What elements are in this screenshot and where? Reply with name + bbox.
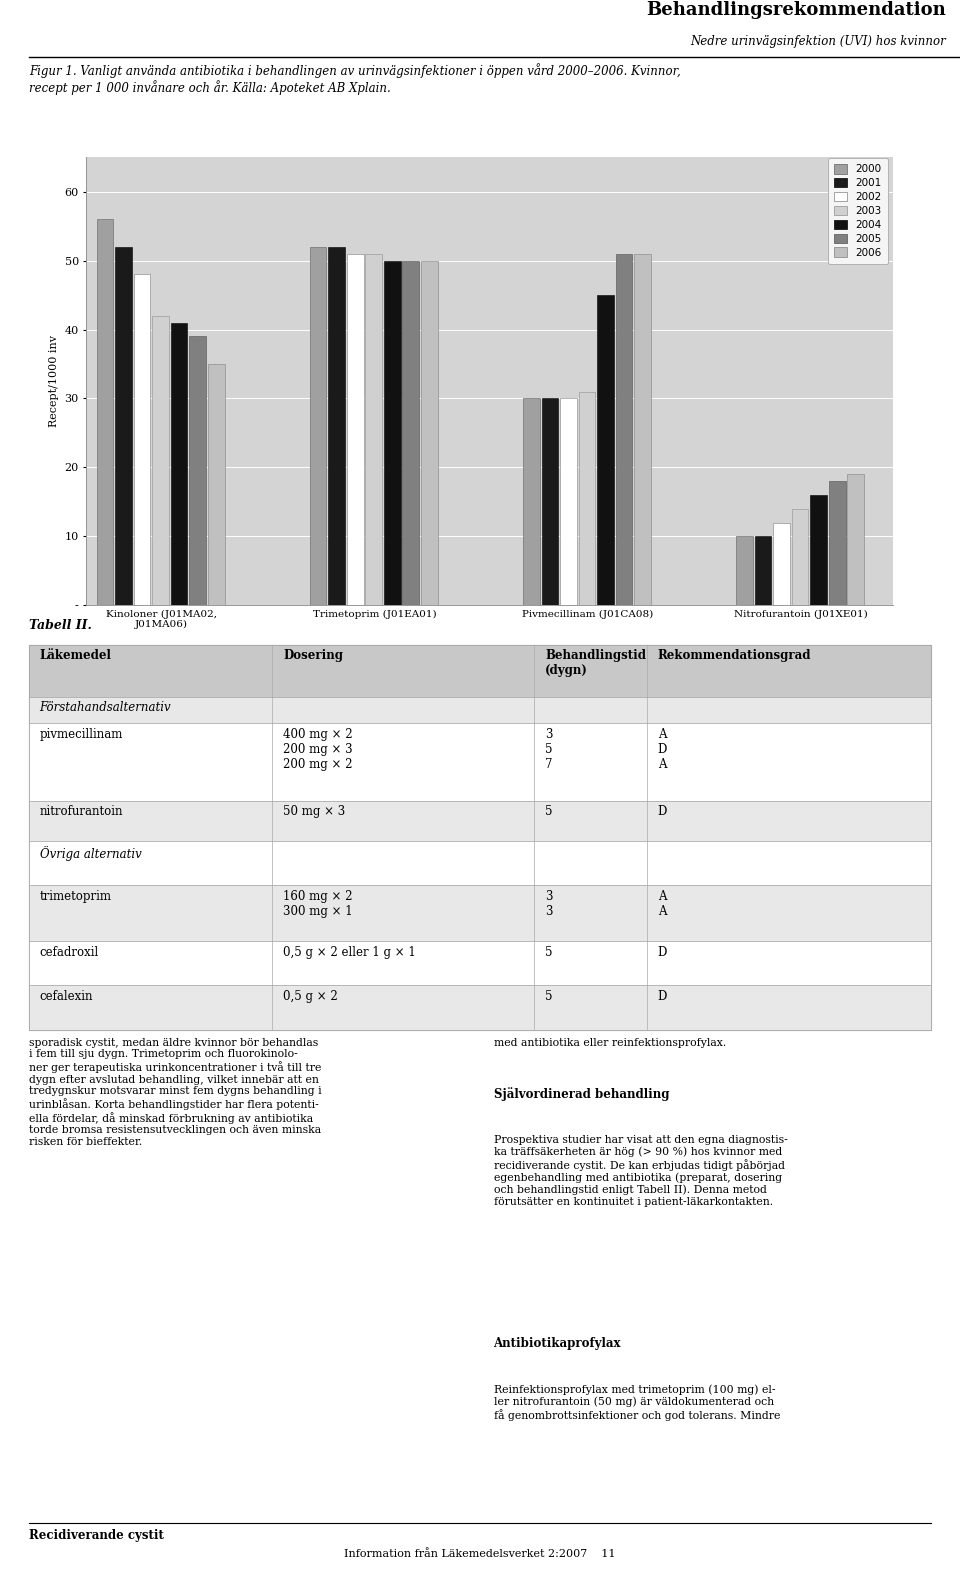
Bar [328,247,345,605]
Text: Tabell II.: Tabell II. [29,619,91,632]
Text: Antibiotikaprofylax: Antibiotikaprofylax [493,1336,621,1350]
Text: Behandlingstid
(dygn): Behandlingstid (dygn) [545,649,646,678]
Bar [384,261,400,605]
Text: 50 mg × 3: 50 mg × 3 [283,805,346,817]
FancyBboxPatch shape [29,942,931,986]
Text: 0,5 g × 2: 0,5 g × 2 [283,990,338,1003]
Text: med antibiotika eller reinfektionsprofylax.: med antibiotika eller reinfektionsprofyl… [493,1038,726,1047]
Bar [207,365,225,605]
Bar [615,253,633,605]
Text: trimetoprim: trimetoprim [39,890,111,902]
Text: Nedre urinvägsinfektion (UVI) hos kvinnor: Nedre urinvägsinfektion (UVI) hos kvinno… [690,35,946,47]
Text: D: D [658,946,667,959]
Bar [773,522,790,605]
Text: 5: 5 [545,946,552,959]
Bar [736,536,753,605]
Bar [189,336,206,605]
Text: 5: 5 [545,990,552,1003]
Bar [755,536,772,605]
Text: D: D [658,805,667,817]
Bar [97,219,113,605]
Y-axis label: Recept/1000 inv: Recept/1000 inv [49,335,59,428]
Bar [347,253,364,605]
Bar [133,275,151,605]
Text: Information från Läkemedelsverket 2:2007    11: Information från Läkemedelsverket 2:2007… [345,1548,615,1559]
Text: Dosering: Dosering [283,649,344,662]
Text: Recidiverande cystit: Recidiverande cystit [29,1530,163,1542]
Text: Prospektiva studier har visat att den egna diagnostis-
ka träffsäkerheten är hög: Prospektiva studier har visat att den eg… [493,1135,787,1207]
Text: 5: 5 [545,805,552,817]
Text: cefadroxil: cefadroxil [39,946,99,959]
FancyBboxPatch shape [29,645,931,696]
Text: 3
3: 3 3 [545,890,552,918]
Text: 400 mg × 2
200 mg × 3
200 mg × 2: 400 mg × 2 200 mg × 3 200 mg × 2 [283,728,353,772]
Text: Självordinerad behandling: Självordinerad behandling [493,1088,669,1102]
Text: A
D
A: A D A [658,728,667,772]
FancyBboxPatch shape [29,885,931,942]
Bar [171,322,187,605]
Bar [366,253,382,605]
Text: D: D [658,990,667,1003]
Bar [810,495,827,605]
Bar [579,391,595,605]
Text: Övriga alternativ: Övriga alternativ [39,846,141,860]
Bar [635,253,651,605]
Text: A
A: A A [658,890,666,918]
Bar [523,398,540,605]
Bar [597,296,613,605]
Text: cefalexin: cefalexin [39,990,93,1003]
Text: 160 mg × 2
300 mg × 1: 160 mg × 2 300 mg × 1 [283,890,353,918]
Text: 3
5
7: 3 5 7 [545,728,552,772]
Bar [421,261,438,605]
FancyBboxPatch shape [29,841,931,885]
Text: Läkemedel: Läkemedel [39,649,111,662]
FancyBboxPatch shape [29,723,931,800]
Text: Förstahandsalternativ: Förstahandsalternativ [39,701,171,714]
Bar [828,481,846,605]
Legend: 2000, 2001, 2002, 2003, 2004, 2005, 2006: 2000, 2001, 2002, 2003, 2004, 2005, 2006 [828,157,888,264]
Text: pivmecillinam: pivmecillinam [39,728,123,740]
Text: Figur 1. Vanligt använda antibiotika i behandlingen av urinvägsinfektioner i öpp: Figur 1. Vanligt använda antibiotika i b… [29,63,681,94]
Text: 0,5 g × 2 eller 1 g × 1: 0,5 g × 2 eller 1 g × 1 [283,946,416,959]
Text: Behandlingsrekommendation: Behandlingsrekommendation [646,2,946,19]
Text: nitrofurantoin: nitrofurantoin [39,805,123,817]
Bar [541,398,558,605]
Bar [115,247,132,605]
Text: Reinfektionsprofylax med trimetoprim (100 mg) el-
ler nitrofurantoin (50 mg) är : Reinfektionsprofylax med trimetoprim (10… [493,1383,780,1421]
Bar [848,475,864,605]
FancyBboxPatch shape [29,986,931,1030]
Text: sporadisk cystit, medan äldre kvinnor bör behandlas
i fem till sju dygn. Trimeto: sporadisk cystit, medan äldre kvinnor bö… [29,1038,322,1148]
Bar [153,316,169,605]
Text: Rekommendationsgrad: Rekommendationsgrad [658,649,811,662]
Bar [792,509,808,605]
FancyBboxPatch shape [29,696,931,723]
Bar [310,247,326,605]
Bar [560,398,577,605]
FancyBboxPatch shape [29,800,931,841]
Bar [402,261,420,605]
